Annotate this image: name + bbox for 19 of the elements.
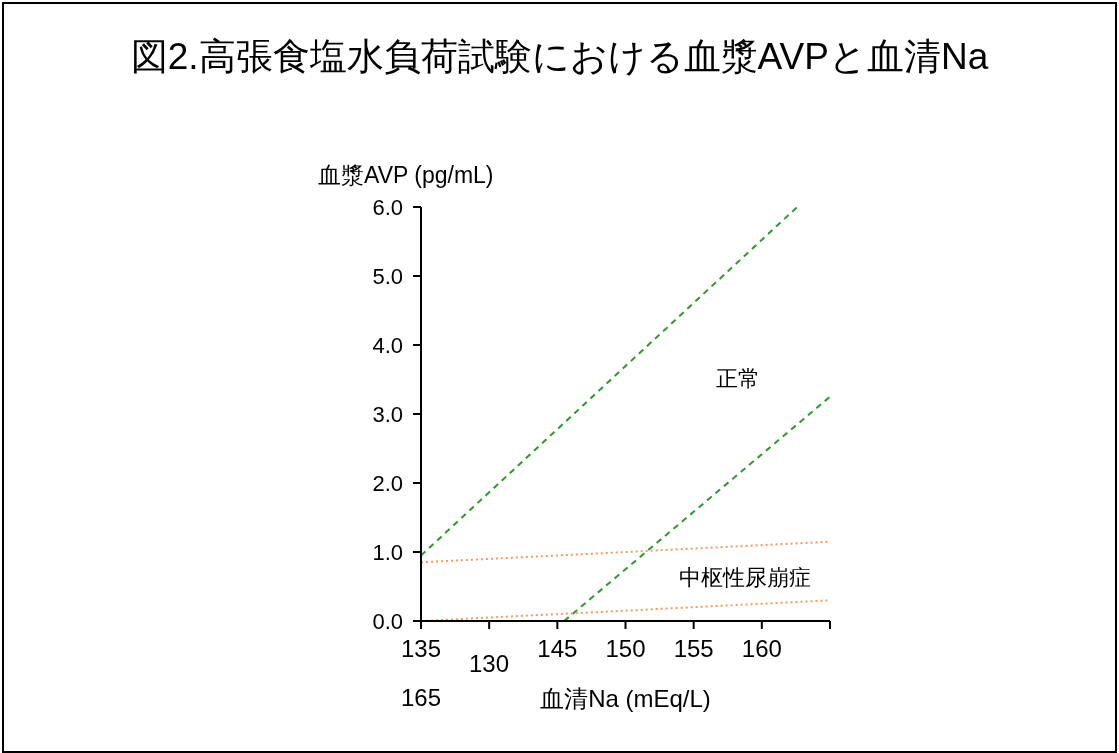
y-tick-label: 5.0 <box>372 264 403 289</box>
annotation: 中枢性尿崩症 <box>678 564 812 592</box>
text: 130 <box>468 650 510 677</box>
y-tick-label: 3.0 <box>372 402 403 427</box>
text: 165 <box>399 684 442 712</box>
x-tick-label: 135 <box>400 635 442 662</box>
x-tick-label: 160 <box>741 635 782 662</box>
x-tick-label: 145 <box>537 635 578 662</box>
y-tick-label: 4.0 <box>372 333 403 358</box>
y-tick-label: 1.0 <box>372 540 403 565</box>
y-tick-label: 2.0 <box>372 471 403 496</box>
x-tick-label: 150 <box>605 635 646 662</box>
y-tick-label: 0.0 <box>372 609 403 634</box>
annotation: 正常 <box>715 365 761 393</box>
y-axis-title: 血漿AVP (pg/mL) <box>318 161 494 190</box>
y-tick-label: 6.0 <box>372 195 403 220</box>
x-tick-label: 155 <box>673 635 714 662</box>
chart-title: 図2.高張食塩水負荷試験における血漿AVPと血清Na <box>129 35 990 79</box>
x-axis-title: 血清Na (mEq/L) <box>540 685 711 712</box>
